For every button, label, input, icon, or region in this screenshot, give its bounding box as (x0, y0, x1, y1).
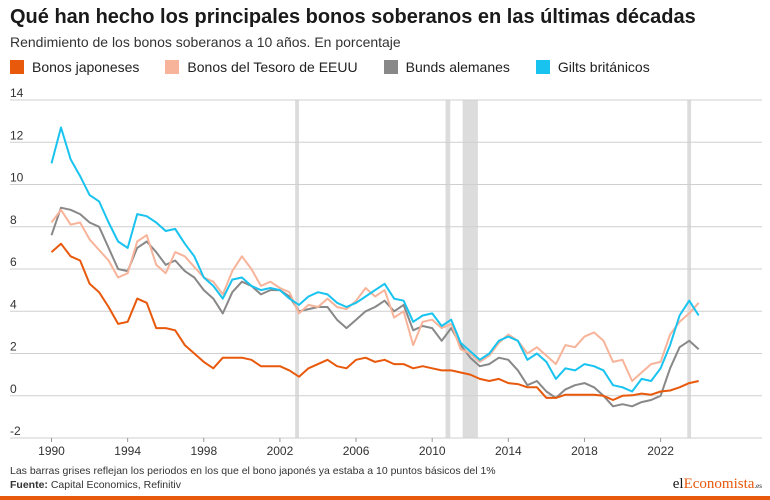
y-tick-label: 4 (10, 297, 17, 311)
x-tick-label: 2006 (343, 444, 370, 458)
x-tick-label: 1994 (114, 444, 141, 458)
series-line-0 (50, 242, 699, 401)
legend-label-uk: Gilts británicos (557, 59, 650, 75)
x-tick-label: 1990 (38, 444, 65, 458)
source-label: Fuente: (10, 479, 48, 491)
x-tick-label: 2018 (571, 444, 598, 458)
series-lines (50, 126, 700, 408)
series-line-2 (50, 206, 700, 408)
brand-suffix: .es (754, 482, 762, 490)
x-tick-label: 2014 (495, 444, 522, 458)
y-tick-label: -2 (10, 424, 21, 438)
gridlines (10, 99, 762, 439)
x-tick-label: 2010 (419, 444, 446, 458)
x-tick-label: 2022 (647, 444, 674, 458)
legend-label-japan: Bonos japoneses (32, 59, 140, 75)
brand-highlight: Economista (683, 476, 755, 492)
y-tick-label: 8 (10, 213, 17, 227)
legend-item-uk: Gilts británicos (535, 59, 650, 75)
legend-swatch-us (165, 60, 180, 74)
axis-ticks: -2 0 2 4 6 8 10 12 14 1990 1994 1998 2002 2006 2010 201… (10, 86, 674, 458)
y-tick-label: 14 (10, 86, 24, 100)
legend-swatch-germany (383, 60, 398, 74)
chart-legend: Bonos japoneses Bonos del Tesoro de EEUU… (10, 59, 676, 75)
source-line: Fuente: Capital Economics, Refinitiv (10, 479, 181, 491)
x-tick-label: 2002 (267, 444, 294, 458)
bottom-accent-bar (0, 496, 770, 500)
chart-title: Qué han hecho los principales bonos sobe… (10, 6, 696, 28)
legend-swatch-uk (535, 60, 550, 74)
series-line-3 (50, 126, 700, 393)
y-tick-label: 6 (10, 255, 17, 269)
footnote: Las barras grises reflejan los periodos … (10, 465, 496, 477)
y-tick-label: 12 (10, 128, 24, 142)
y-tick-label: 2 (10, 340, 17, 354)
legend-label-us: Bonos del Tesoro de EEUU (187, 59, 358, 75)
brand-logo: elEconomista.es (673, 476, 762, 493)
legend-item-japan: Bonos japoneses (10, 59, 139, 75)
source-text: Capital Economics, Refinitiv (50, 479, 181, 491)
brand-prefix: el (672, 476, 684, 492)
y-tick-label: 10 (10, 171, 24, 185)
series-line-1 (50, 208, 700, 382)
legend-label-germany: Bunds alemanes (405, 59, 510, 75)
chart-subtitle: Rendimiento de los bonos soberanos a 10 … (10, 34, 401, 50)
y-tick-label: 0 (10, 382, 17, 396)
legend-item-germany: Bunds alemanes (383, 59, 510, 75)
x-tick-label: 1998 (190, 444, 217, 458)
legend-item-us: Bonos del Tesoro de EEUU (165, 59, 358, 75)
legend-swatch-japan (10, 60, 24, 74)
